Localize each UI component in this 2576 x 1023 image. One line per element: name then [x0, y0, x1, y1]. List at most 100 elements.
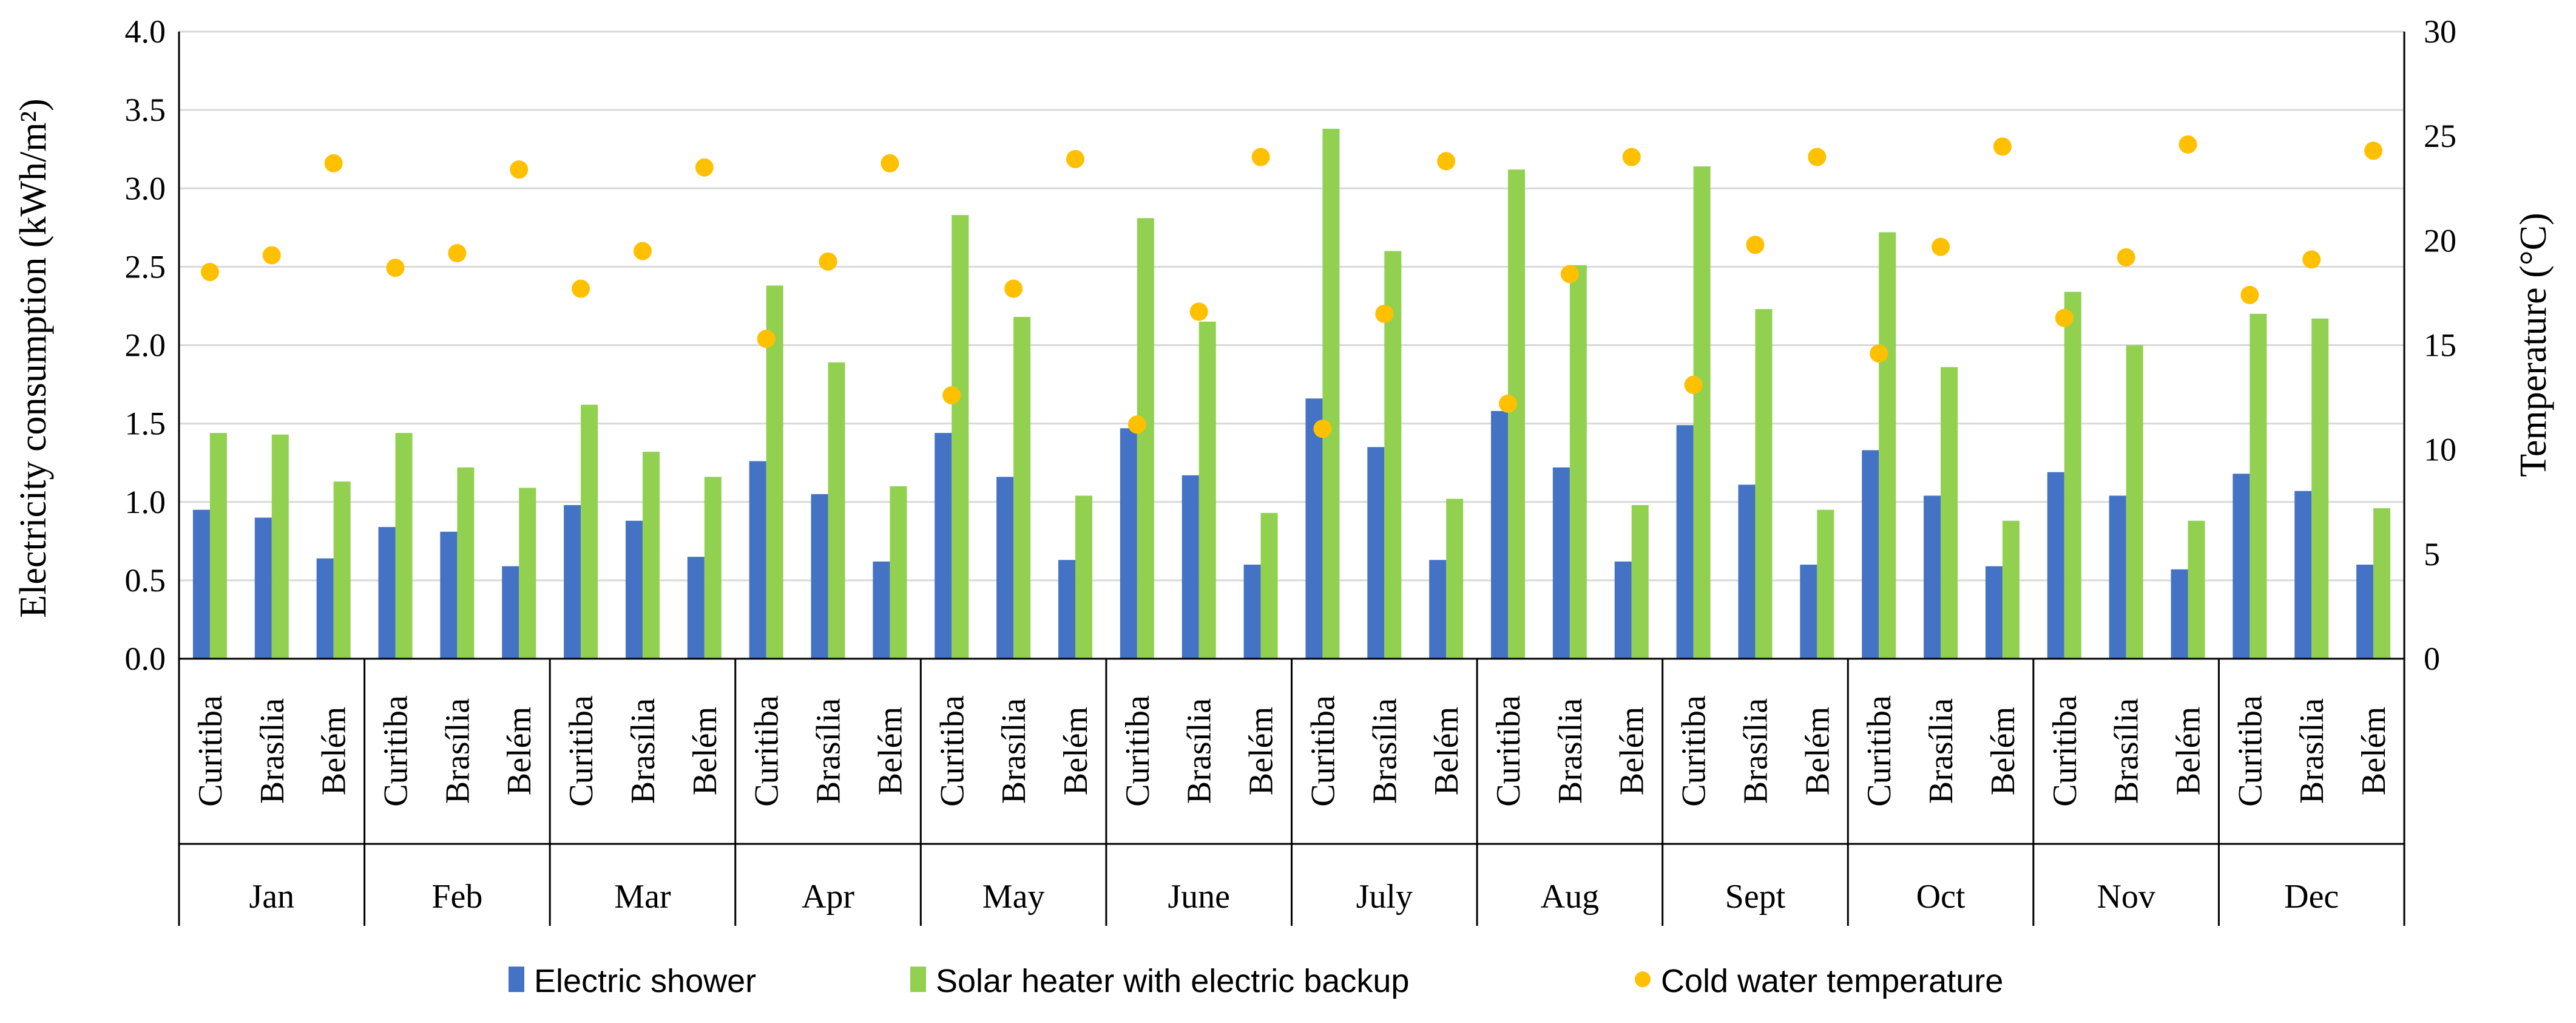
bar-electric-shower	[2233, 474, 2250, 659]
bar-electric-shower	[1182, 475, 1199, 659]
bar-solar-heater	[581, 404, 598, 659]
legend-swatch-electric-shower	[509, 967, 524, 992]
point-cold-water	[1499, 394, 1518, 413]
bar-electric-shower	[935, 433, 952, 659]
bar-electric-shower	[502, 566, 519, 659]
bar-solar-heater	[952, 215, 969, 659]
point-cold-water	[1375, 304, 1394, 323]
point-cold-water	[1622, 148, 1641, 166]
bar-electric-shower	[2109, 495, 2126, 659]
bar-electric-shower	[1058, 560, 1075, 659]
city-tick-label: Belém	[316, 707, 353, 795]
y2-tick-label: 10	[2424, 432, 2456, 468]
city-tick-label: Brasília	[1737, 698, 1774, 804]
month-tick-label: Dec	[2284, 878, 2339, 916]
bar-electric-shower	[2294, 491, 2312, 659]
point-cold-water	[1560, 265, 1579, 284]
city-tick-label: Brasília	[810, 698, 848, 804]
point-cold-water	[1127, 415, 1146, 434]
month-tick-label: July	[1356, 878, 1413, 916]
bar-electric-shower	[625, 520, 643, 659]
bar-electric-shower	[1367, 447, 1385, 659]
bar-solar-heater	[2311, 318, 2329, 659]
month-tick-label: Jan	[249, 878, 294, 916]
y2-tick-label: 30	[2424, 13, 2456, 50]
bar-solar-heater	[2126, 345, 2143, 659]
bar-solar-heater	[519, 488, 536, 659]
bar-electric-shower	[2171, 569, 2188, 659]
bar-electric-shower	[1985, 566, 2003, 659]
y-tick-label: 3.0	[125, 170, 166, 206]
legend-item-cold-water: Cold water temperature	[1635, 963, 2003, 999]
bar-electric-shower	[440, 531, 458, 659]
bar-electric-shower	[873, 561, 890, 659]
bar-solar-heater	[2064, 291, 2081, 659]
point-cold-water	[324, 154, 343, 172]
city-tick-label: Brasília	[1181, 698, 1219, 804]
point-cold-water	[1870, 344, 1888, 363]
y2-axis-title: Temperature (°C)	[2513, 212, 2554, 477]
month-tick-label: Feb	[431, 878, 482, 916]
city-tick-label: Brasília	[254, 698, 291, 804]
point-cold-water	[757, 330, 776, 348]
bars	[192, 129, 2391, 659]
point-cold-water	[1313, 420, 1332, 438]
bar-solar-heater	[1631, 505, 1649, 659]
y2-tick-label: 20	[2424, 222, 2456, 259]
legend: Electric shower Solar heater with electr…	[509, 963, 2003, 999]
y2-tick-label: 5	[2424, 536, 2440, 573]
bar-solar-heater	[1322, 129, 1340, 659]
month-tick-label: June	[1168, 878, 1230, 916]
bar-electric-shower	[192, 509, 210, 659]
y-tick-label: 2.0	[125, 327, 166, 364]
point-cold-water	[695, 158, 714, 177]
bar-electric-shower	[1800, 565, 1817, 659]
bar-electric-shower	[2047, 472, 2064, 659]
city-tick-label: Belém	[686, 707, 724, 795]
point-cold-water	[448, 243, 467, 262]
bar-electric-shower	[316, 558, 334, 659]
bar-solar-heater	[1446, 498, 1464, 659]
bar-solar-heater	[1755, 309, 1773, 659]
point-cold-water	[1746, 236, 1765, 254]
point-cold-water	[1437, 152, 1456, 171]
point-cold-water	[1004, 279, 1023, 298]
city-tick-label: Curitiba	[2231, 695, 2269, 807]
city-tick-label: Brasília	[1552, 698, 1589, 804]
city-tick-label: Brasília	[624, 698, 662, 804]
city-tick-label: Belém	[2169, 707, 2207, 795]
bar-solar-heater	[271, 434, 289, 659]
y-tick-label: 0.0	[125, 641, 166, 677]
category-labels: Curitiba Brasília Belém Curitiba Brasília Bel…	[192, 695, 2393, 916]
bar-electric-shower	[1552, 467, 1570, 659]
city-tick-label: Belém	[1984, 707, 2022, 795]
y2-tick-label: 15	[2424, 327, 2456, 364]
scatter-points	[200, 135, 2383, 438]
point-cold-water	[881, 154, 899, 172]
point-cold-water	[262, 246, 281, 265]
city-tick-label: Belém	[1614, 707, 1651, 795]
point-cold-water	[2364, 141, 2383, 160]
bar-solar-heater	[1075, 495, 1092, 659]
bar-electric-shower	[378, 527, 396, 659]
city-tick-label: Belém	[1057, 707, 1095, 795]
bar-electric-shower	[1614, 561, 1632, 659]
point-cold-water	[1932, 237, 1950, 256]
point-cold-water	[386, 259, 405, 277]
legend-swatch-solar-heater	[910, 967, 926, 992]
bar-solar-heater	[704, 477, 722, 659]
bar-solar-heater	[1013, 317, 1031, 659]
y-tick-label: 1.5	[125, 406, 166, 442]
city-tick-label: Curitiba	[1490, 695, 1527, 807]
bar-solar-heater	[1137, 218, 1154, 659]
legend-label-cold-water: Cold water temperature	[1661, 963, 2003, 999]
y-tick-label: 4.0	[125, 13, 166, 50]
point-cold-water	[942, 386, 961, 405]
city-tick-label: Belém	[1243, 707, 1280, 795]
city-tick-label: Brasília	[439, 698, 476, 804]
bar-solar-heater	[1693, 166, 1711, 659]
bar-electric-shower	[687, 557, 705, 659]
bar-electric-shower	[1429, 560, 1447, 659]
city-tick-label: Curitiba	[192, 695, 229, 807]
city-tick-label: Belém	[2355, 707, 2393, 795]
